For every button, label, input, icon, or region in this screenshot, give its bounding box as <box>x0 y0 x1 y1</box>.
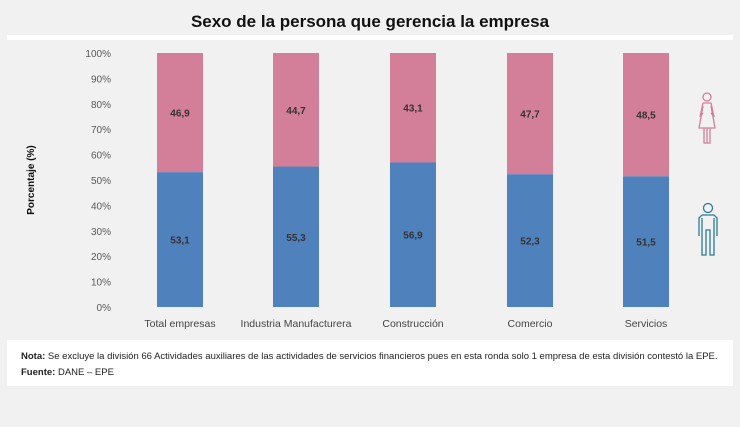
female-bar-segment <box>157 53 203 173</box>
data-label: 48,5 <box>636 111 656 122</box>
female-icon <box>698 92 716 144</box>
y-tick-label: 30% <box>91 227 111 238</box>
source-text: DANE – EPE <box>55 367 114 378</box>
male-bar-segment <box>623 176 669 307</box>
y-tick-label: 60% <box>91 151 111 162</box>
male-icon <box>698 202 718 256</box>
y-tick-label: 50% <box>91 176 111 187</box>
data-label: 52,3 <box>520 237 540 248</box>
female-bar-segment <box>273 53 319 167</box>
data-label: 51,5 <box>636 238 656 249</box>
female-bar-segment <box>623 53 669 177</box>
note-text: Se excluye la división 66 Actividades au… <box>45 351 718 362</box>
male-bar-segment <box>157 172 203 307</box>
x-tick-label: Industria Manufacturera <box>241 318 352 330</box>
y-tick-label: 0% <box>97 303 112 314</box>
female-bar-segment <box>390 53 436 163</box>
y-axis-label: Porcentaje (%) <box>26 145 37 214</box>
female-bar-segment <box>507 53 553 175</box>
male-bar-segment <box>273 166 319 307</box>
y-tick-label: 90% <box>91 74 111 85</box>
stacked-bar-chart: Porcentaje (%) 0% 10% 20% 30% 40% 50% 60% 70% 80… <box>26 49 718 330</box>
source-label: Fuente: <box>21 367 56 378</box>
male-bar-segment <box>390 162 436 307</box>
data-label: 43,1 <box>403 104 423 115</box>
y-tick-label: 100% <box>85 49 111 60</box>
data-label: 55,3 <box>286 233 306 244</box>
data-label: 47,7 <box>520 110 540 121</box>
data-label: 46,9 <box>170 109 190 120</box>
footnote: Nota: Se excluye la división 66 Activida… <box>7 340 733 386</box>
male-bar-segment <box>507 174 553 307</box>
y-tick-label: 20% <box>91 252 111 263</box>
data-label: 56,9 <box>403 231 423 242</box>
y-tick-label: 70% <box>91 125 111 136</box>
y-tick-label: 10% <box>91 278 111 289</box>
x-tick-label: Servicios <box>625 318 668 330</box>
data-label: 53,1 <box>170 236 190 247</box>
y-tick-label: 80% <box>91 100 111 111</box>
x-tick-label: Total empresas <box>144 318 215 330</box>
y-tick-label: 40% <box>91 201 111 212</box>
x-tick-label: Comercio <box>508 318 553 330</box>
note-label: Nota: <box>21 351 46 362</box>
x-tick-label: Construcción <box>382 318 443 330</box>
chart-title: Sexo de la persona que gerencia la empre… <box>190 12 550 31</box>
data-label: 44,7 <box>286 106 306 117</box>
divider <box>7 35 733 40</box>
